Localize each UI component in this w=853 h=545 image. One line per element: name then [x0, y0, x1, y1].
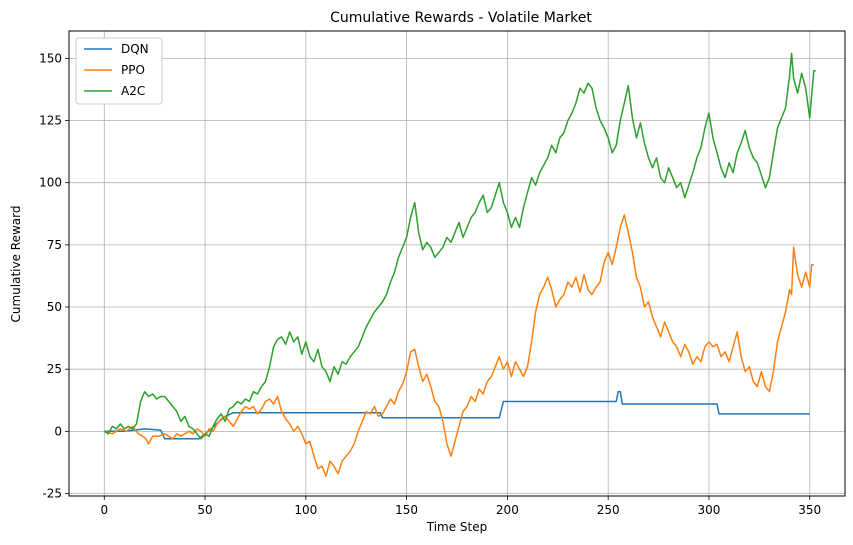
y-tick-label: 25: [47, 362, 62, 376]
series-line-dqn: [104, 390, 810, 440]
series-line-a2c: [103, 52, 816, 440]
x-axis-label: Time Step: [426, 520, 488, 534]
legend: DQN PPO A2C: [75, 37, 163, 105]
legend-label-dqn: DQN: [121, 42, 149, 56]
y-tick-label: 100: [39, 176, 62, 190]
chart-title: Cumulative Rewards - Volatile Market: [330, 10, 592, 26]
y-tick-label: 150: [39, 51, 62, 65]
axis-ticks: 0 50 100 150 200 250 300 350 -25 0 25 50 75 100 125 150: [39, 51, 821, 517]
plot-frame: [68, 30, 846, 497]
legend-label-ppo: PPO: [121, 63, 145, 77]
x-tick-label: 350: [798, 503, 821, 517]
legend-box: [75, 37, 163, 105]
y-tick-label: 125: [39, 114, 62, 128]
series-line-ppo: [104, 214, 814, 477]
x-tick-label: 100: [294, 503, 317, 517]
y-tick-label: 50: [47, 300, 62, 314]
y-tick-label: 75: [47, 238, 62, 252]
x-tick-label: 200: [496, 503, 519, 517]
x-tick-label: 150: [395, 503, 418, 517]
x-tick-label: 0: [100, 503, 108, 517]
y-tick-label: -25: [42, 487, 62, 501]
series-lines: [103, 52, 816, 477]
x-tick-label: 250: [597, 503, 620, 517]
y-tick-label: 0: [54, 424, 62, 438]
legend-label-a2c: A2C: [121, 84, 145, 98]
y-axis-label: Cumulative Reward: [9, 206, 23, 323]
x-tick-label: 300: [697, 503, 720, 517]
x-tick-label: 50: [197, 503, 212, 517]
